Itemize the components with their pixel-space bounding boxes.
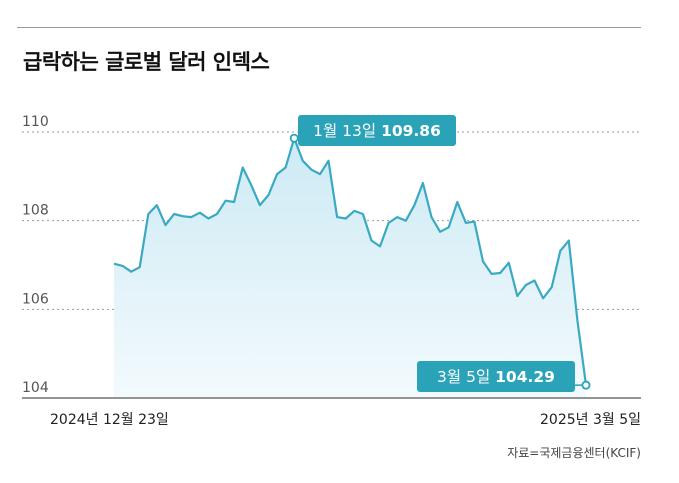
chart-title: 급락하는 글로벌 달러 인덱스 xyxy=(23,50,270,74)
y-tick-label: 104 xyxy=(22,380,49,396)
callout-label: 1월 13일 109.86 xyxy=(313,122,441,140)
callout-box xyxy=(417,361,575,392)
x-tick-label-end: 2025년 3월 5일 xyxy=(540,412,641,428)
callout-marker xyxy=(289,133,299,143)
y-tick-label: 110 xyxy=(22,114,49,130)
source-note: 자료=국제금융센터(KCIF) xyxy=(507,446,641,460)
callout-marker xyxy=(581,380,591,390)
callout-label: 3월 5일 104.29 xyxy=(437,368,555,386)
series-line xyxy=(113,137,588,386)
y-tick-label: 106 xyxy=(22,291,49,307)
callout-box xyxy=(298,115,456,146)
area-fill xyxy=(114,138,586,398)
y-tick-label: 108 xyxy=(22,203,49,219)
x-tick-label-start: 2024년 12월 23일 xyxy=(50,412,169,428)
top-rule xyxy=(17,27,641,28)
